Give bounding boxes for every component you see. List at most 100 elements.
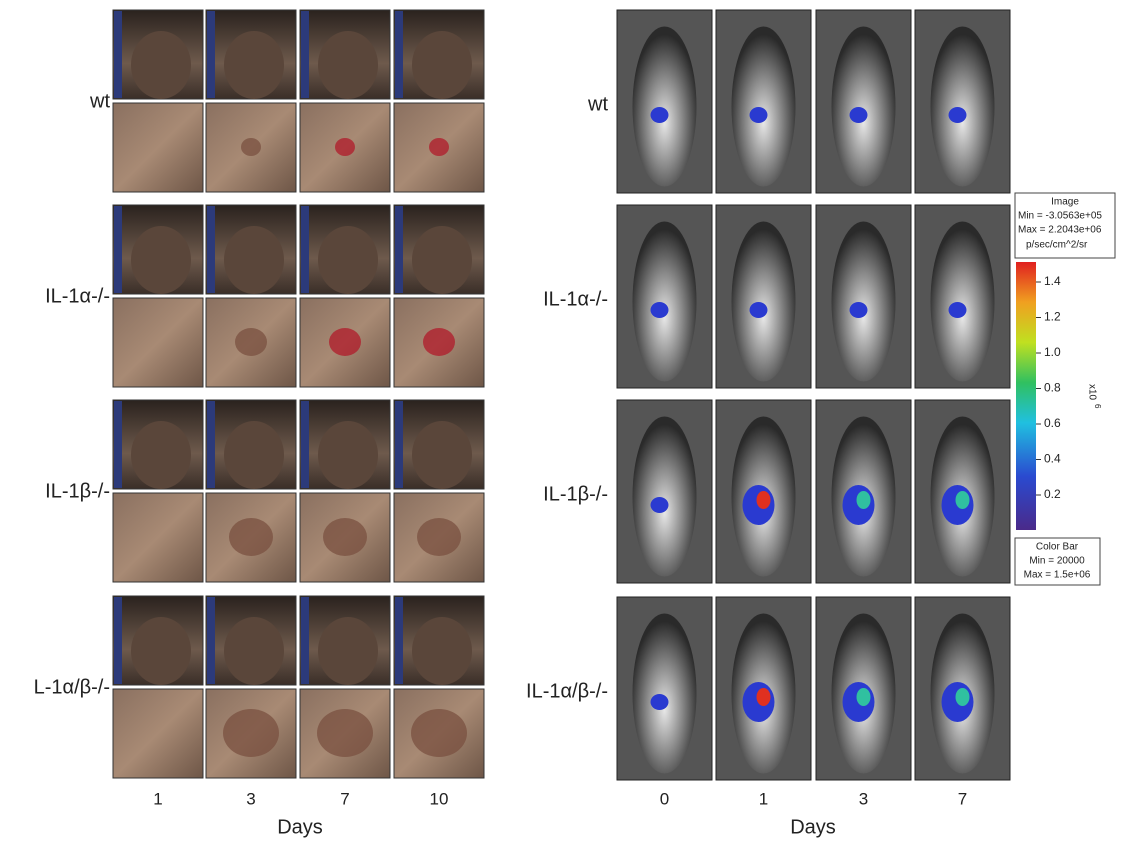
signal-core [857,491,871,509]
range-box-title: Color Bar [1036,542,1079,553]
left-axis-label: Days [277,816,323,838]
signal-core [956,491,970,509]
ruler [301,11,309,98]
color-bar-exponent: 6 [1093,404,1102,409]
image-box-title: Image [1051,197,1079,208]
row-label: wt [89,90,110,112]
right-axis-label: Days [790,816,836,838]
row-label: IL-1α-/- [543,288,608,310]
row-label: IL-1β-/- [45,480,110,502]
wound [335,138,355,156]
wound [323,518,367,556]
mouse [633,614,697,774]
wound [417,518,461,556]
wound [241,138,261,156]
color-bar-tick-label: 0.8 [1044,381,1061,395]
ruler [301,597,309,684]
photo-frame [113,493,203,582]
color-bar-tick-label: 0.2 [1044,487,1061,501]
mouse-back [318,226,378,294]
signal-core [757,491,771,509]
wound [229,518,273,556]
ruler [114,11,122,98]
mouse-back [318,617,378,685]
mouse [931,222,995,382]
column-label: 1 [759,789,768,808]
mouse [931,27,995,187]
signal [651,107,669,123]
color-bar-tick-label: 1.0 [1044,345,1061,359]
ruler [207,401,215,488]
ruler [207,11,215,98]
ruler [395,401,403,488]
column-label: 7 [958,789,967,808]
ruler [395,597,403,684]
figure: wtIL-1α-/-IL-1β-/-L-1α/β-/-13710wtIL-1α-… [0,0,1121,843]
signal-core [757,688,771,706]
ruler [207,597,215,684]
signal [850,302,868,318]
wound [329,328,361,356]
signal [750,107,768,123]
column-label: 0 [660,789,669,808]
color-bar-tick-label: 1.4 [1044,274,1061,288]
color-bar-tick-label: 1.2 [1044,310,1061,324]
photo-frame [113,103,203,192]
mouse-back [131,226,191,294]
column-label: 3 [859,789,868,808]
wound [223,709,279,757]
mouse-back [224,421,284,489]
signal-core [956,688,970,706]
range-box-min: Min = 20000 [1029,556,1085,567]
mouse-back [318,421,378,489]
color-bar [1016,262,1036,530]
column-label: 10 [430,789,449,808]
row-label: IL-1α-/- [45,285,110,307]
mouse-back [224,226,284,294]
signal [949,107,967,123]
mouse-back [131,617,191,685]
ruler [114,206,122,293]
photo-frame [113,298,203,387]
wound [429,138,449,156]
column-label: 1 [153,789,162,808]
mouse-back [412,617,472,685]
ruler [207,206,215,293]
image-box-units: p/sec/cm^2/sr [1026,240,1088,251]
mouse-back [131,31,191,99]
row-label: IL-1α/β-/- [526,680,608,702]
column-label: 3 [246,789,255,808]
ruler [395,206,403,293]
wound [235,328,267,356]
mouse-back [318,31,378,99]
row-label: L-1α/β-/- [34,676,110,698]
signal [651,694,669,710]
ruler [114,597,122,684]
range-box-max: Max = 1.5e+06 [1024,570,1091,581]
mouse-back [412,421,472,489]
mouse-back [131,421,191,489]
signal [750,302,768,318]
mouse [832,27,896,187]
mouse [732,222,796,382]
image-box-min: Min = -3.0563e+05 [1018,211,1102,222]
signal-core [857,688,871,706]
ruler [301,401,309,488]
row-label: wt [587,93,608,115]
mouse-back [412,31,472,99]
wound [411,709,467,757]
image-box-max: Max = 2.2043e+06 [1018,225,1102,236]
ruler [114,401,122,488]
mouse [633,417,697,577]
ruler [301,206,309,293]
signal [850,107,868,123]
wound [317,709,373,757]
row-label: IL-1β-/- [543,483,608,505]
column-label: 7 [340,789,349,808]
mouse [732,27,796,187]
ruler [395,11,403,98]
color-bar-tick-label: 0.6 [1044,416,1061,430]
mouse [832,222,896,382]
mouse-back [224,31,284,99]
color-bar-multiplier: x10 [1086,384,1097,401]
